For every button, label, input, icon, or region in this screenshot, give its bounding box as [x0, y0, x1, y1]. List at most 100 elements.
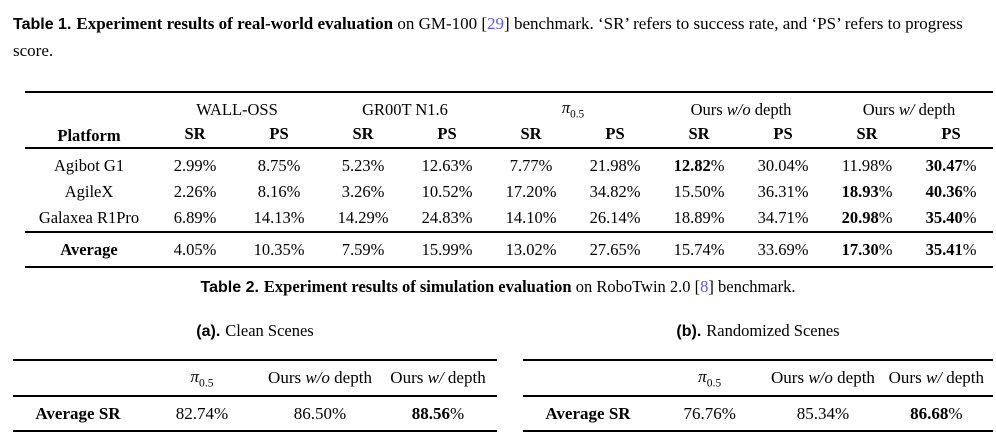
table-cell: 7.77% — [509, 156, 553, 175]
subtable-a-caption-label: (a). — [196, 323, 221, 340]
table1-caption-text-end: ] benchmark. ‘SR’ refers to success rate… — [13, 14, 963, 60]
table-cell: 14.13% — [253, 208, 305, 227]
column-header: Ours w/o depth — [261, 360, 379, 397]
subtable-a-section: (a). Clean Scenes π0.5 Ours w/o depth Ours … — [13, 321, 497, 432]
table2-caption: Table 2. Experiment results of simulation… — [0, 277, 996, 297]
table-cell: 76.76% — [683, 403, 736, 423]
table-cell: 17.20% — [505, 182, 557, 201]
row-label: Galaxea R1Pro — [38, 208, 140, 227]
column-group-header: WALL-OSS — [196, 100, 278, 119]
table-cell: 34.71% — [757, 208, 809, 227]
table-cell: 8.75% — [257, 156, 301, 175]
citation-link-8[interactable]: 8 — [700, 277, 709, 296]
table-cell: 12.82% — [673, 156, 725, 175]
table1-caption-title: Experiment results of real-world evaluat… — [76, 14, 394, 33]
subtable-a-caption-text: Clean Scenes — [225, 321, 314, 340]
table-row: AgileX 2.26% 8.16% 3.26% 10.52% 17.20% 34.82% 1… — [25, 179, 993, 205]
table2-caption-text-end: ] benchmark. — [708, 277, 796, 296]
empty-corner-cell — [523, 360, 653, 397]
table-cell: 8.16% — [257, 182, 301, 201]
table-cell: 12.63% — [421, 156, 473, 175]
table2-caption-text: on RoboTwin 2.0 [ — [571, 277, 701, 296]
column-subheader-sr: SR — [657, 121, 741, 149]
table-cell: 85.34% — [796, 403, 850, 423]
column-header: π0.5 — [653, 360, 767, 397]
subtable-b-caption-label: (b). — [676, 323, 702, 340]
table-cell: 35.40% — [925, 208, 977, 227]
table-cell: 30.04% — [757, 156, 809, 175]
table-cell: 2.26% — [173, 182, 217, 201]
column-subheader-ps: PS — [573, 121, 657, 149]
table-cell: 11.98% — [841, 156, 893, 175]
table-cell: 7.59% — [321, 231, 405, 267]
column-header: Ours w/ depth — [879, 360, 993, 397]
subtable-b-caption: (b). Randomized Scenes — [523, 321, 993, 343]
table1-caption-label: Table 1. — [13, 16, 72, 33]
column-header-platform: Platform — [25, 92, 153, 149]
table2-caption-label: Table 2. — [200, 279, 259, 296]
column-subheader-sr: SR — [825, 121, 909, 149]
table-row: Galaxea R1Pro 6.89% 14.13% 14.29% 24.83% 14.1… — [25, 205, 993, 232]
table-cell: 34.82% — [589, 182, 641, 201]
table-cell: 5.23% — [341, 156, 385, 175]
table-cell: 4.05% — [153, 231, 237, 267]
table-cell: 10.35% — [237, 231, 321, 267]
table-cell: 40.36% — [925, 182, 977, 201]
real-world-results-table: Platform WALL-OSS GR00T N1.6 π0.5 Ours w/o d… — [25, 91, 993, 268]
column-header: π0.5 — [143, 360, 261, 397]
table-cell: 17.30% — [825, 231, 909, 267]
table-cell: 2.99% — [173, 156, 217, 175]
column-subheader-ps: PS — [405, 121, 489, 149]
row-label: Agibot G1 — [53, 156, 125, 175]
column-subheader-sr: SR — [321, 121, 405, 149]
column-header: Ours w/ depth — [379, 360, 497, 397]
clean-scenes-table: π0.5 Ours w/o depth Ours w/ depth Average S… — [13, 359, 497, 432]
table-cell: 15.50% — [673, 182, 725, 201]
table-cell: 86.68% — [910, 403, 963, 423]
table-cell: 82.74% — [175, 403, 229, 423]
table-cell: 35.41% — [909, 231, 993, 267]
table-cell: 13.02% — [489, 231, 573, 267]
table-cell: 24.83% — [421, 208, 473, 227]
column-group-header: GR00T N1.6 — [362, 100, 448, 119]
table-cell: 36.31% — [757, 182, 809, 201]
table-cell: 20.98% — [841, 208, 893, 227]
subtable-b-section: (b). Randomized Scenes π0.5 Ours w/o depth… — [523, 321, 993, 432]
citation-link-29[interactable]: 29 — [487, 14, 505, 33]
row-label-average: Average — [25, 231, 153, 267]
row-label-average-sr: Average SR — [35, 403, 121, 423]
column-subheader-sr: SR — [489, 121, 573, 149]
table-cell: 14.10% — [505, 208, 557, 227]
row-label: AgileX — [64, 182, 114, 201]
table-cell: 18.89% — [673, 208, 725, 227]
table-cell: 6.89% — [173, 208, 217, 227]
column-group-header: Ours w/o depth — [690, 100, 792, 119]
column-subheader-ps: PS — [909, 121, 993, 149]
table-cell: 21.98% — [589, 156, 641, 175]
table-cell: 10.52% — [421, 182, 473, 201]
column-subheader-ps: PS — [741, 121, 825, 149]
table-cell: 30.47% — [925, 156, 977, 175]
average-sr-row: Average SR 76.76% 85.34% 86.68% — [523, 396, 993, 431]
empty-corner-cell — [13, 360, 143, 397]
average-row: Average 4.05% 10.35% 7.59% 15.99% 13.02% 27.65… — [25, 231, 993, 267]
table1-caption-text: on GM-100 [ — [393, 14, 488, 33]
subtable-b-caption-text: Randomized Scenes — [706, 321, 840, 340]
column-group-header: Ours w/ depth — [862, 100, 956, 119]
subtable-a-caption: (a). Clean Scenes — [13, 321, 497, 343]
table2-caption-title: Experiment results of simulation evaluat… — [263, 277, 572, 296]
average-sr-row: Average SR 82.74% 86.50% 88.56% — [13, 396, 497, 431]
column-subheader-ps: PS — [237, 121, 321, 149]
column-header: Ours w/o depth — [766, 360, 880, 397]
column-subheader-sr: SR — [153, 121, 237, 149]
table-cell: 15.99% — [405, 231, 489, 267]
table-row: Agibot G1 2.99% 8.75% 5.23% 12.63% 7.77% 21.98… — [25, 148, 993, 179]
table1-caption: Table 1. Experiment results of real-world… — [13, 11, 996, 64]
table-cell: 18.93% — [841, 182, 893, 201]
table-cell: 15.74% — [657, 231, 741, 267]
table-cell: 27.65% — [573, 231, 657, 267]
table-cell: 26.14% — [589, 208, 641, 227]
table-cell: 86.50% — [293, 403, 347, 423]
randomized-scenes-table: π0.5 Ours w/o depth Ours w/ depth Average S… — [523, 359, 993, 432]
